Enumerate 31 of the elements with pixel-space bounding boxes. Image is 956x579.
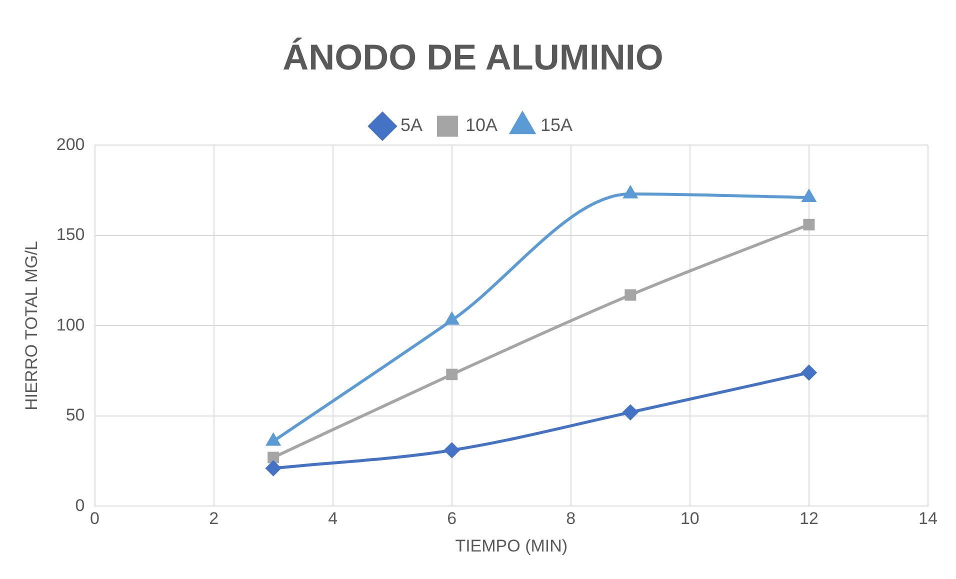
chart-title: ÁNODO DE ALUMINIO [282,36,664,78]
y-tick-label: 200 [56,134,85,154]
point [624,289,636,301]
point [624,186,638,198]
legend-label: 10A [465,115,498,136]
legend-label: 5A [400,115,422,136]
x-axis-title: TIEMPO (MIN) [455,536,568,556]
x-tick-label: 12 [800,509,818,528]
point [803,218,815,230]
x-tick-label: 10 [680,509,700,528]
point [802,190,816,202]
point [622,404,638,420]
point [268,452,280,464]
point [446,368,458,380]
y-axis-title: HIERRO TOTAL MG/L [22,240,41,410]
y-tick-label: 0 [75,496,85,515]
point [444,442,460,458]
x-tick-label: 8 [566,509,576,528]
point [445,312,459,325]
y-tick-label: 100 [56,315,85,334]
y-tick-label: 50 [66,406,85,425]
x-tick-label: 2 [209,509,219,528]
point [801,365,816,380]
legend-label: 15A [540,115,573,136]
x-tick-label: 4 [328,509,338,528]
point [266,434,280,446]
x-tick-label: 0 [90,509,100,528]
x-tick-label: 14 [918,509,938,528]
point [266,460,281,476]
y-tick-label: 150 [56,225,85,244]
x-tick-label: 6 [447,509,457,528]
